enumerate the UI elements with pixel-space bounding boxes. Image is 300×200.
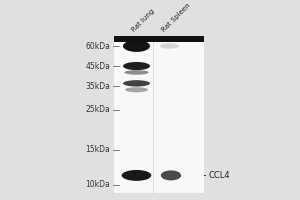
Bar: [114, 36, 204, 42]
Text: 10kDa: 10kDa: [85, 180, 110, 189]
Ellipse shape: [123, 62, 150, 70]
Ellipse shape: [124, 70, 149, 75]
Text: 45kDa: 45kDa: [85, 62, 110, 71]
Ellipse shape: [122, 170, 152, 181]
Ellipse shape: [125, 87, 148, 92]
Text: 15kDa: 15kDa: [85, 145, 110, 154]
Text: 25kDa: 25kDa: [85, 105, 110, 114]
Text: 60kDa: 60kDa: [85, 42, 110, 51]
Ellipse shape: [161, 170, 181, 180]
Text: Rat Spleen: Rat Spleen: [160, 2, 191, 33]
Ellipse shape: [123, 40, 150, 52]
Ellipse shape: [123, 80, 150, 87]
Text: CCL4: CCL4: [208, 171, 230, 180]
Ellipse shape: [160, 43, 179, 49]
Text: 35kDa: 35kDa: [85, 82, 110, 91]
Text: Rat lung: Rat lung: [130, 8, 155, 33]
Bar: [114, 36, 204, 193]
